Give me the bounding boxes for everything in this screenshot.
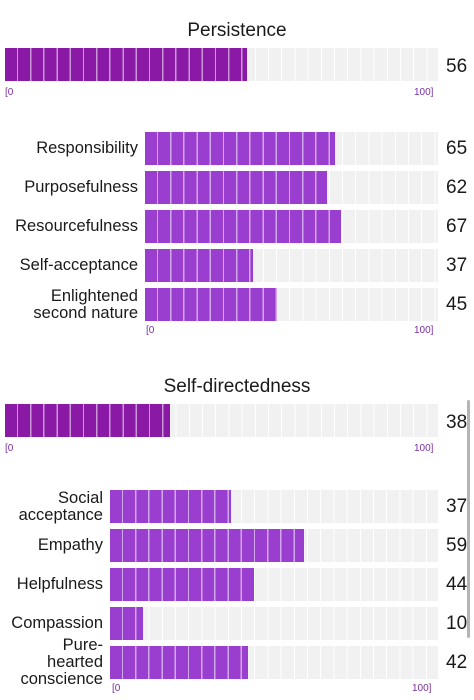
self-directedness-main-score: 38 [446,412,468,433]
self-directedness-sub-tick-max: 100] [412,683,432,694]
self-directedness-main-bar [5,404,438,437]
subscale-score: 44 [446,574,468,595]
scrollbar[interactable] [467,400,470,638]
subscale-score: 67 [446,216,468,237]
subscale-score: 62 [446,177,468,198]
subscale-label: Helpfulness [0,568,103,601]
subscale-bar [145,132,438,165]
subscale-bar [145,288,438,321]
persistence-tick-max: 100] [414,87,434,98]
subscale-label-text: Enlightened second nature [33,286,138,322]
self-directedness-main-fill [5,404,170,437]
section-title-persistence: Persistence [187,20,287,41]
subscale-label: Responsibility [0,132,138,165]
subscale-label-text: Social acceptance [18,488,103,524]
subscale-label-text: Compassion [11,614,103,632]
subscale-fill [145,288,277,321]
subscale-label-text: Resourcefulness [15,217,138,235]
persistence-main-bar [5,48,438,81]
self-directedness-tick-min: [0 [5,443,14,454]
subscale-score: 45 [446,294,468,315]
subscale-fill [110,490,232,523]
persistence-main-score: 56 [446,56,468,77]
subscale-fill [110,607,143,640]
subscale-fill [110,529,304,562]
subscale-fill [110,646,248,679]
subscale-bar [145,210,438,243]
self-directedness-sub-tick-min: [0 [112,683,121,694]
self-directedness-tick-max: 100] [414,443,434,454]
subscale-score: 59 [446,535,468,556]
subscale-score: 42 [446,652,468,673]
subscale-score: 37 [446,496,468,517]
subscale-fill [110,568,255,601]
subscale-label-text: Responsibility [36,139,138,157]
subscale-label-text: Purposefulness [24,178,138,196]
persistence-main-fill [5,48,248,81]
subscale-label: Social acceptance [0,488,103,524]
subscale-bar [110,646,438,679]
subscale-label-text: Empathy [37,536,103,554]
subscale-label: Empathy [0,529,103,562]
subscale-score: 65 [446,138,468,159]
subscale-label-text: Self-acceptance [19,256,138,274]
subscale-fill [145,132,336,165]
subscale-label: Compassion [0,607,103,640]
subscale-score: 10 [446,613,468,634]
subscale-bar [145,249,438,282]
subscale-label-text: Pure- hearted conscience [20,636,103,688]
subscale-score: 37 [446,255,468,276]
subscale-bar [110,568,438,601]
subscale-bar [110,607,438,640]
subscale-label: Enlightened second nature [0,286,138,322]
persistence-tick-min: [0 [5,87,14,98]
subscale-fill [145,249,254,282]
subscale-fill [145,171,327,204]
subscale-bar [145,171,438,204]
persistence-sub-tick-max: 100] [414,325,434,336]
section-title-self-directedness: Self-directedness [163,376,311,397]
subscale-label-text: Helpfulness [16,575,103,593]
persistence-sub-tick-min: [0 [146,325,155,336]
subscale-bar [110,529,438,562]
subscale-label: Self-acceptance [0,249,138,282]
subscale-bar [110,490,438,523]
subscale-fill [145,210,342,243]
subscale-label: Pure- hearted conscience [0,637,103,688]
subscale-label: Purposefulness [0,171,138,204]
subscale-label: Resourcefulness [0,210,138,243]
